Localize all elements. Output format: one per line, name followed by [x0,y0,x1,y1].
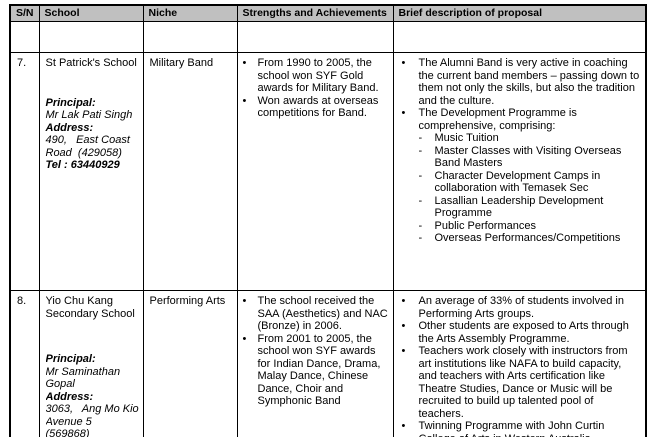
bullet-item: The school received the SAA (Aesthetics)… [238,295,392,333]
strengths-list: From 1990 to 2005, the school won SYF Go… [238,57,392,120]
bullet-item: Won awards at overseas competitions for … [238,95,392,120]
empty-row [9,21,647,53]
proposal-sub-list: Music Tuition Master Classes with Visiti… [394,132,645,245]
strengths-list: The school received the SAA (Aesthetics)… [238,295,392,408]
sn-value: 8. [17,295,27,307]
principal-name: Mr Lak Pati Singh [45,109,133,121]
header-proposal: Brief description of proposal [392,4,647,22]
school-contact-block: Principal: Mr Saminathan Gopal Address: … [46,353,141,437]
niche-cell: Military Band [142,52,238,291]
header-school: School [38,4,144,22]
proposal-cell: An average of 33% of students involved i… [392,290,647,437]
address-value: 3063, Ang Mo Kio Avenue 5 (569868) [45,403,139,437]
empty-cell [392,21,647,53]
bullet-item: Teachers work closely with instructors f… [394,345,645,420]
sub-bullet-item: Overseas Performances/Competitions [394,232,645,245]
bullet-item: An average of 33% of students involved i… [394,295,645,320]
table-body: 7. St Patrick's School Principal: Mr Lak… [9,21,647,437]
principal-name: Mr Saminathan Gopal [45,365,121,391]
sn-cell: 8. [9,290,40,437]
schools-niche-table: S/N School Niche Strengths and Achieveme… [9,4,647,437]
header-niche: Niche [142,4,238,22]
school-cell: Yio Chu Kang Secondary School Principal:… [38,290,144,437]
bullet-item: From 1990 to 2005, the school won SYF Go… [238,57,392,95]
empty-cell [236,21,394,53]
proposal-list: An average of 33% of students involved i… [394,295,645,437]
strengths-cell: The school received the SAA (Aesthetics)… [236,290,394,437]
bullet-item: The Alumni Band is very active in coachi… [394,57,645,107]
school-name: Yio Chu Kang Secondary School [45,295,135,320]
principal-label: Principal: [45,96,96,109]
sub-bullet-item: Lasallian Leadership Development Program… [394,195,645,220]
header-strengths: Strengths and Achievements [236,4,394,22]
sub-bullet-item: Public Performances [394,220,645,233]
proposal-cell: The Alumni Band is very active in coachi… [392,52,647,291]
header-sn: S/N [9,4,40,22]
sub-bullet-item: Character Development Camps in collabora… [394,170,645,195]
niche-value: Performing Arts [149,295,226,307]
table-header: S/N School Niche Strengths and Achieveme… [9,4,647,22]
header-row: S/N School Niche Strengths and Achieveme… [9,4,647,22]
niche-cell: Performing Arts [142,290,238,437]
table-row-8: 8. Yio Chu Kang Secondary School Princip… [9,290,647,437]
empty-cell [38,21,144,53]
sub-bullet-item: Music Tuition [394,132,645,145]
bullet-item: The Development Programme is comprehensi… [394,107,645,132]
school-contact-block: Principal: Mr Lak Pati Singh Address: 49… [46,97,141,172]
sn-cell: 7. [9,52,40,291]
strengths-cell: From 1990 to 2005, the school won SYF Go… [236,52,394,291]
tel-value: Tel : 63440929 [45,159,120,171]
empty-cell [9,21,40,53]
address-value: 490, East Coast Road (429058) [45,134,133,159]
address-label: Address: [45,390,94,403]
school-name: St Patrick's School [45,57,137,69]
bullet-item: Twinning Programme with John Curtin Coll… [394,420,645,437]
address-label: Address: [45,121,94,134]
table-row-7: 7. St Patrick's School Principal: Mr Lak… [9,52,647,291]
proposal-list: The Alumni Band is very active in coachi… [394,57,645,132]
bullet-item: From 2001 to 2005, the school won SYF aw… [238,333,392,408]
principal-label: Principal: [45,353,96,365]
school-cell: St Patrick's School Principal: Mr Lak Pa… [38,52,144,291]
sub-bullet-item: Master Classes with Visiting Overseas Ba… [394,145,645,170]
empty-cell [142,21,238,53]
bullet-item: Other students are exposed to Arts throu… [394,320,645,345]
